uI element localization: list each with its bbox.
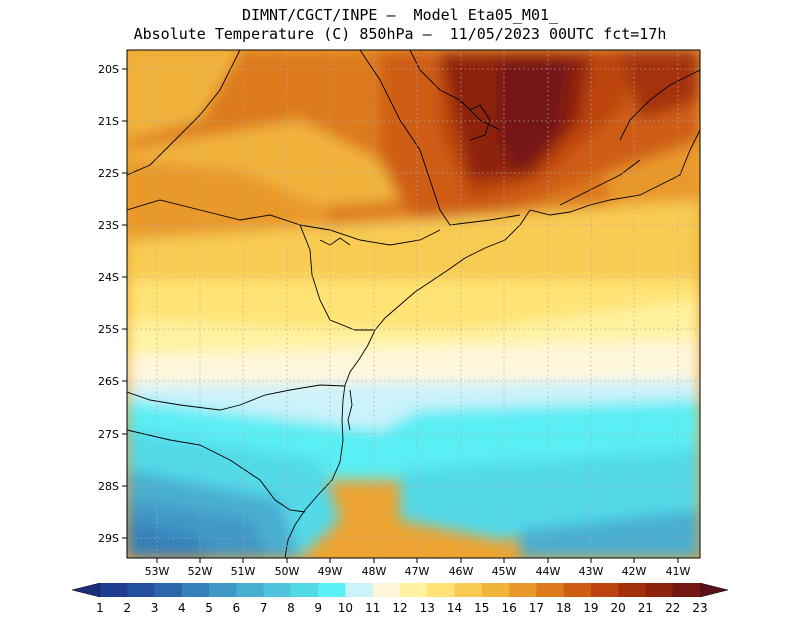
map-title-line-1: DIMNT/CGCT/INPE – Model Eta05_M01_	[241, 6, 559, 24]
lon-label: 52W	[188, 565, 213, 578]
colorbar-swatch	[454, 583, 483, 597]
colorbar-label: 4	[178, 601, 186, 615]
lat-label: 26S	[98, 375, 119, 388]
graticule	[127, 50, 700, 558]
colorbar-label: 14	[447, 601, 462, 615]
colorbar-label: 12	[392, 601, 407, 615]
map-title-line-2: Absolute Temperature (C) 850hPa – 11/05/…	[133, 25, 667, 43]
colorbar-label: 15	[474, 601, 489, 615]
lon-label: 43W	[579, 565, 604, 578]
colorbar-swatch	[563, 583, 592, 597]
lat-label: 23S	[98, 219, 119, 232]
map-frame	[126, 49, 701, 559]
longitude-labels: 53W 52W 51W 50W 49W 48W 47W 46W 45W 44W …	[145, 565, 691, 578]
colorbar-swatch	[290, 583, 319, 597]
colorbar-swatch	[127, 583, 155, 597]
colorbar-label: 16	[501, 601, 516, 615]
lon-label: 44W	[536, 565, 561, 578]
lat-label: 28S	[98, 480, 119, 493]
lon-label: 42W	[622, 565, 647, 578]
lat-label: 29S	[98, 532, 119, 545]
colorbar-low-end	[71, 582, 101, 598]
colorbar-swatch	[100, 583, 128, 597]
colorbar-label: 13	[420, 601, 435, 615]
colorbar-swatch	[590, 583, 619, 597]
colorbar-label: 6	[233, 601, 241, 615]
colorbar-swatch	[209, 583, 237, 597]
lat-label: 25S	[98, 323, 119, 336]
colorbar-swatch	[400, 583, 428, 597]
colorbar-swatch	[345, 583, 374, 597]
colorbar-label: 8	[287, 601, 295, 615]
colorbar-swatch	[672, 583, 701, 597]
colorbar-swatch	[481, 583, 510, 597]
colorbar-label: 21	[638, 601, 653, 615]
lon-label: 50W	[275, 565, 300, 578]
colorbar-label: 2	[123, 601, 131, 615]
coastline-and-borders	[127, 50, 700, 558]
latitude-labels: 20S 21S 22S 23S 24S 25S 26S 27S 28S 29S	[98, 63, 119, 545]
lon-label: 45W	[492, 565, 517, 578]
colorbar-label: 7	[260, 601, 268, 615]
lon-label: 41W	[666, 565, 691, 578]
colorbar-label: 19	[583, 601, 598, 615]
colorbar-label: 23	[692, 601, 707, 615]
lat-label: 21S	[98, 115, 119, 128]
colorbar-swatch	[645, 583, 674, 597]
lon-label: 53W	[145, 565, 170, 578]
colorbar-label: 5	[205, 601, 213, 615]
lat-label: 27S	[98, 428, 119, 441]
colorbar-label: 11	[365, 601, 380, 615]
lon-label: 47W	[405, 565, 430, 578]
colorbar-label: 17	[529, 601, 544, 615]
colorbar-label: 22	[665, 601, 680, 615]
colorbar-swatch	[263, 583, 292, 597]
lat-label: 22S	[98, 167, 119, 180]
colorbar-label: 18	[556, 601, 571, 615]
axis-ticks	[122, 68, 679, 563]
colorbar-label: 3	[151, 601, 159, 615]
lon-label: 48W	[362, 565, 387, 578]
lat-label: 24S	[98, 271, 119, 284]
colorbar-label: 20	[611, 601, 626, 615]
colorbar-swatch	[181, 583, 210, 597]
colorbar-swatch	[536, 583, 564, 597]
lat-label: 20S	[98, 63, 119, 76]
lon-label: 49W	[318, 565, 343, 578]
colorbar-high-end	[699, 582, 729, 598]
colorbar-swatch	[618, 583, 646, 597]
colorbar-swatch	[509, 583, 537, 597]
colorbar-swatch	[318, 583, 346, 597]
colorbar: 1 2 3 4 5 6 7 8 9 10 11 12 13 14 15 16 17 18 19 20 21 22 23	[71, 582, 729, 615]
colorbar-swatch	[154, 583, 183, 597]
lon-label: 51W	[231, 565, 256, 578]
temperature-field	[127, 50, 700, 558]
colorbar-label: 1	[96, 601, 104, 615]
colorbar-swatch	[427, 583, 455, 597]
colorbar-swatch	[236, 583, 264, 597]
lon-label: 46W	[449, 565, 474, 578]
colorbar-swatch	[372, 583, 401, 597]
colorbar-label: 10	[338, 601, 353, 615]
colorbar-label: 9	[314, 601, 322, 615]
